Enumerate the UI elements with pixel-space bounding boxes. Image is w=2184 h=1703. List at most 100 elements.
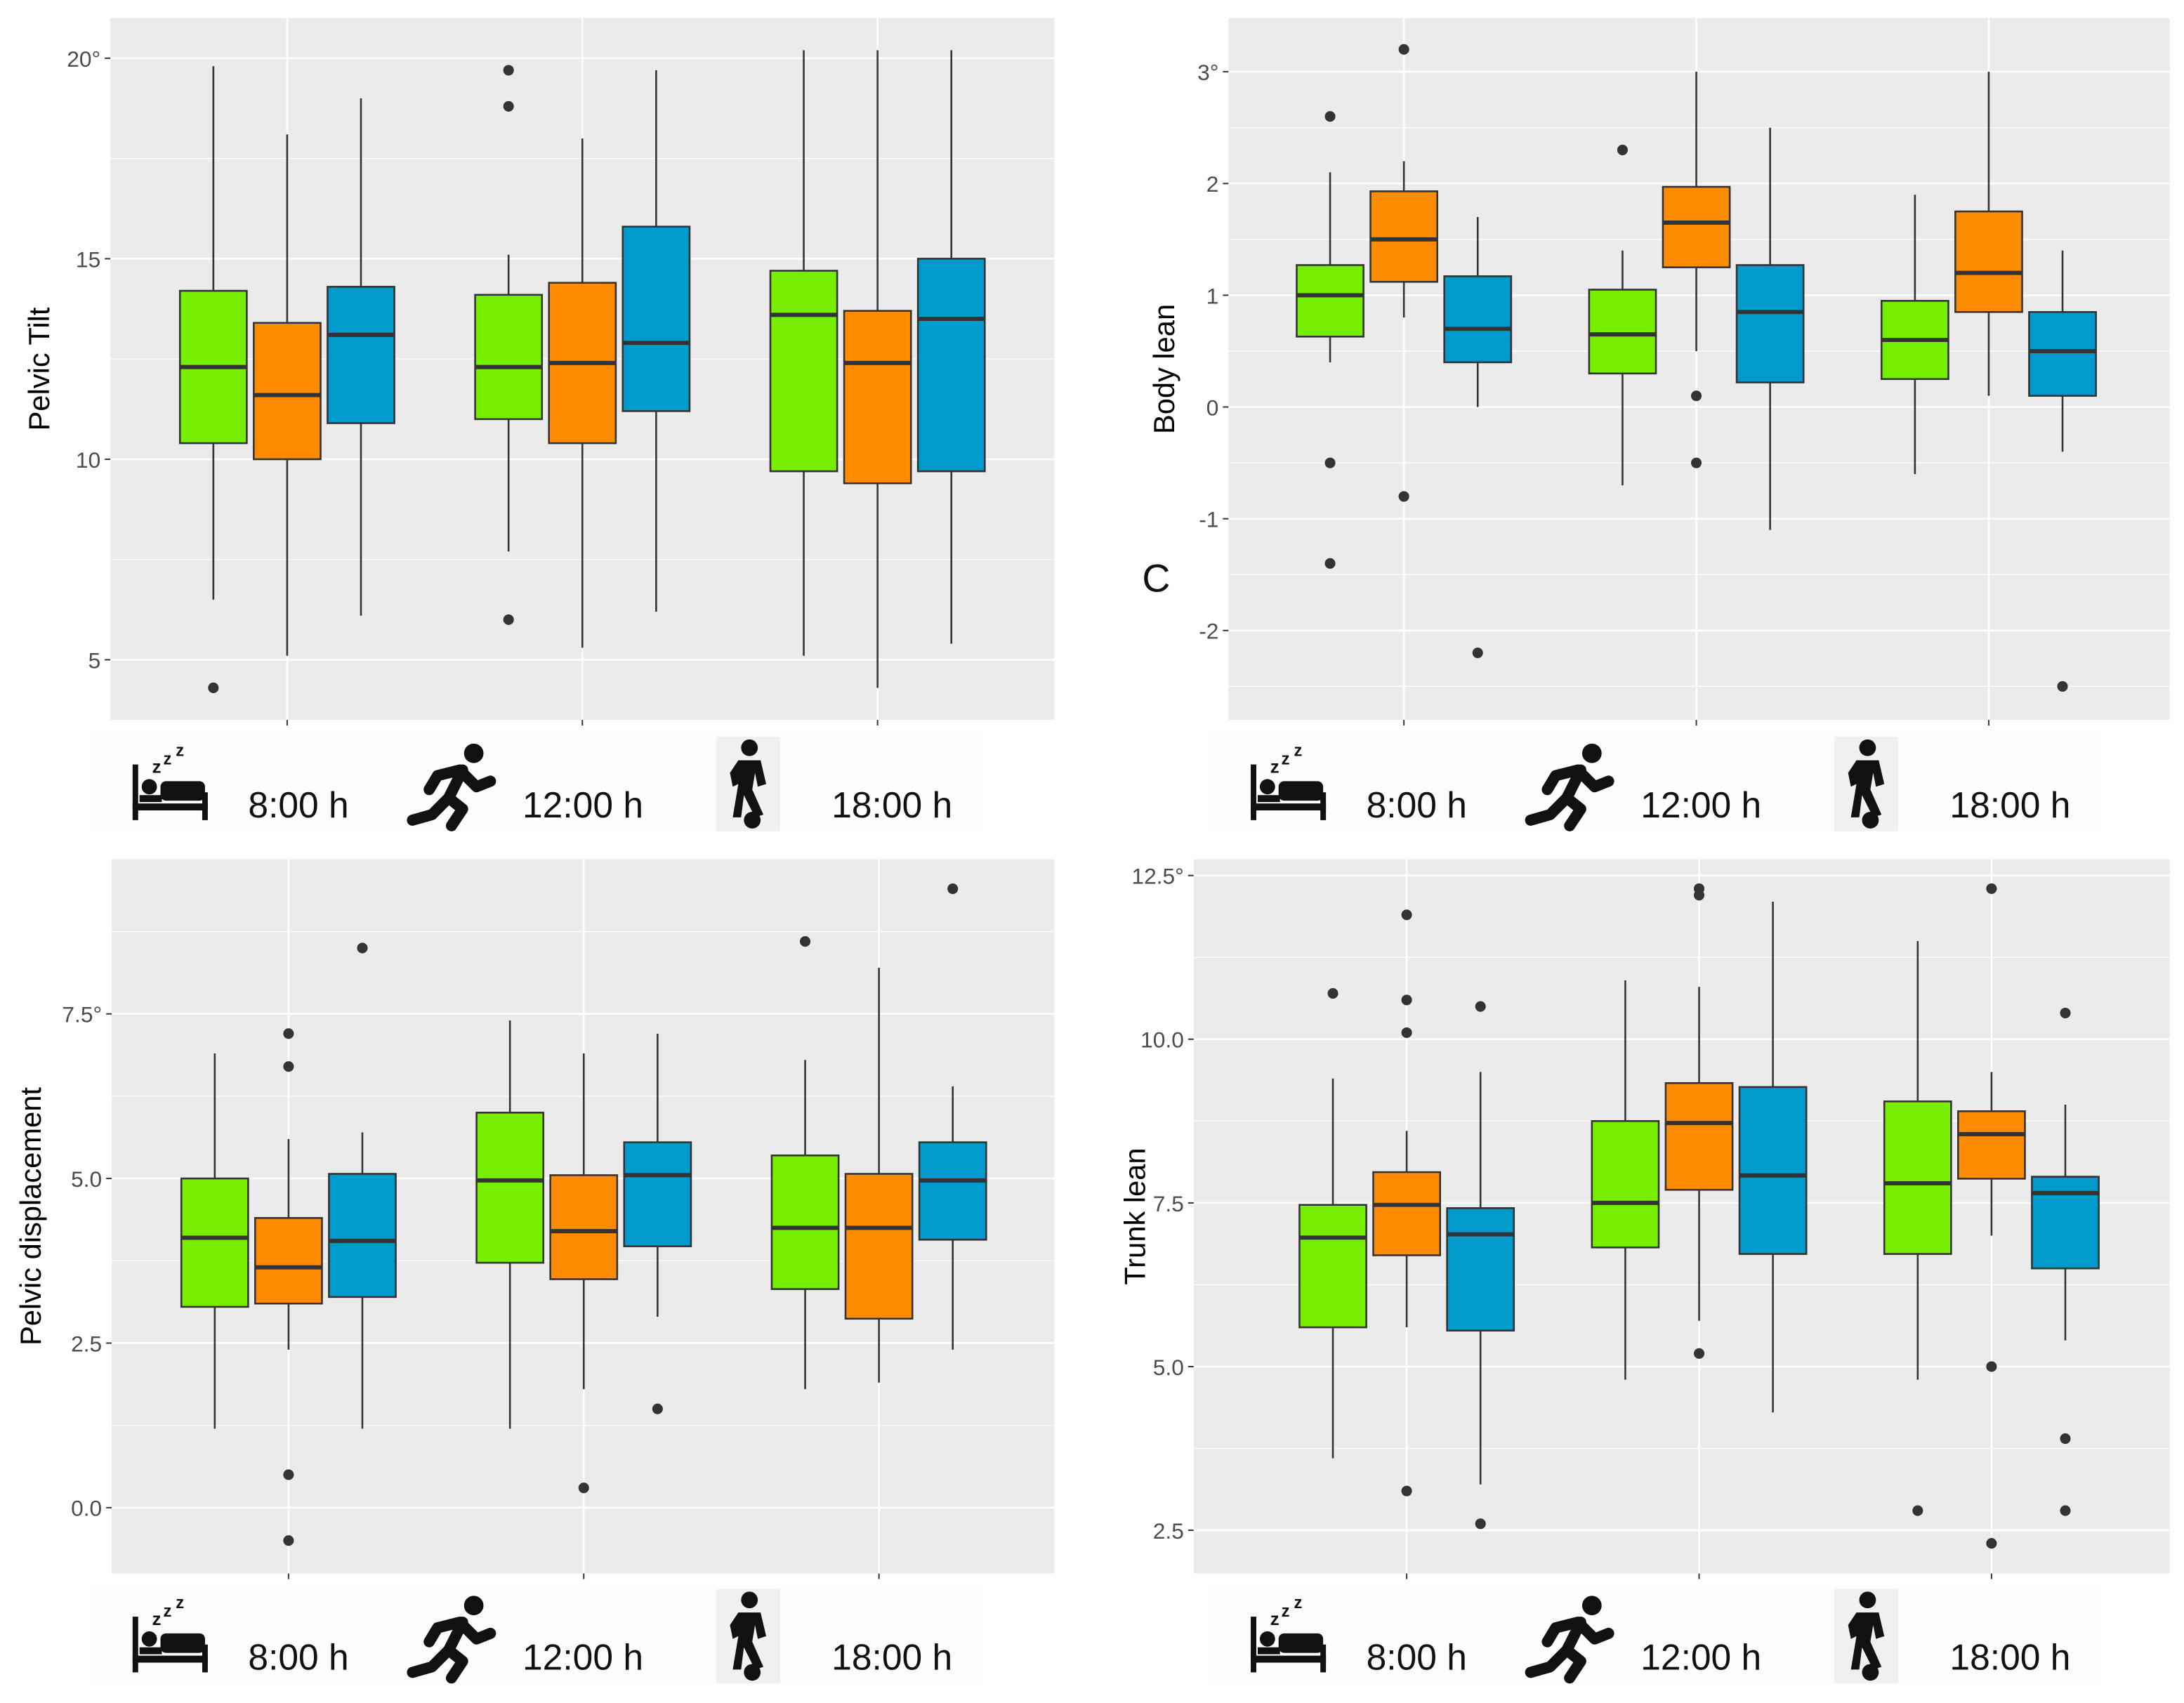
box-iqr [1588,289,1657,375]
box-iqr [1591,1120,1660,1249]
soccer-player-icon [716,1589,780,1684]
outlier-point [1986,883,1997,894]
outlier-point [283,1028,294,1039]
outlier-point [1401,994,1412,1006]
soccer-player-icon [1834,736,1899,831]
box-iqr [1664,1081,1734,1191]
box-blue-2 [1735,127,1805,530]
box-orange-2 [549,1053,619,1494]
box-orange-2 [1662,72,1731,468]
box-iqr [475,1112,545,1264]
outlier-point [1912,1505,1923,1516]
outlier-point [2057,680,2068,692]
box-orange-1 [253,134,322,656]
x-category-label: 8:00 h [248,784,348,825]
x-axis-categories: 8:00 h 12:00 h 18:00 h [1209,730,2100,831]
box-iqr [254,1217,323,1305]
x-category-label: 12:00 h [1640,784,1761,825]
x-category-label: 18:00 h [831,1636,952,1677]
y-tick-label: 2 [1206,171,1219,197]
box-iqr [1738,1086,1808,1255]
box-orange-1 [1372,909,1441,1497]
x-category-label: 8:00 h [248,1636,348,1677]
box-blue-3 [2031,1007,2100,1516]
y-tick-label: 20° [67,46,100,72]
box-iqr [1662,185,1731,268]
box-iqr [549,1174,619,1280]
outlier-point [1398,44,1409,55]
panel-letter: C [1142,557,1170,600]
box-orange-3 [1957,883,2026,1549]
box-orange-3 [844,968,914,1383]
outlier-point [1475,1001,1486,1012]
box-iqr [474,294,544,421]
chart-panel-3: 0.0 2.5 5.0 7.5° Pelvic displacement 8:00 h 12… [14,859,1055,1684]
category-strip [1209,730,2100,831]
box-iqr [1443,275,1513,364]
x-category-label: 12:00 h [522,1636,643,1677]
box-iqr [253,322,322,461]
y-tick-label: 2.5 [71,1331,102,1356]
box-iqr [918,1141,987,1241]
box-iqr [770,1154,840,1290]
box-green-2 [474,65,544,625]
x-category-label: 18:00 h [1949,1636,2070,1677]
outlier-point [1986,1538,1997,1549]
y-axis-title: Pelvic displacement [14,1087,47,1346]
x-axis-categories: 8:00 h 12:00 h 18:00 h [1209,1583,2100,1684]
outlier-point [2060,1007,2071,1019]
y-tick-label: 2.5 [1153,1518,1184,1544]
box-iqr [843,310,912,485]
x-category-label: 8:00 h [1367,784,1467,825]
box-iqr [2028,311,2097,397]
box-iqr [327,286,395,424]
box-orange-1 [1369,44,1439,502]
y-tick-label: 7.5 [1153,1191,1184,1216]
category-strip [1209,1583,2100,1684]
chart-panel-4: 2.5 5.0 7.5 10.0 12.5° Trunk lean 8:00 h 12:00 … [1118,859,2170,1684]
box-green-1 [178,66,248,693]
box-iqr [1954,210,2023,313]
box-iqr [1296,264,1364,338]
box-blue-1 [327,98,395,616]
outlier-point [1398,491,1409,502]
chart-panel-2: -2 -1 0 1 2 3° Body lean 8:00 h 12:00 h 18:00 h [1147,18,2170,831]
x-category-label: 8:00 h [1367,1636,1467,1677]
box-iqr [2031,1176,2100,1270]
box-green-3 [770,936,840,1390]
box-orange-2 [1664,883,1734,1359]
box-orange-3 [843,50,912,688]
box-blue-1 [1443,217,1513,659]
outlier-point [1327,988,1338,999]
x-category-label: 12:00 h [522,784,643,825]
box-blue-1 [1446,1001,1515,1530]
y-tick-label: 12.5° [1131,864,1183,889]
outlier-point [1324,558,1336,569]
outlier-point [1401,1027,1412,1039]
y-tick-label: 15 [76,246,100,272]
outlier-point [652,1403,663,1414]
y-tick-label: 10.0 [1140,1027,1184,1053]
box-iqr [1372,1171,1441,1256]
box-green-2 [1591,980,1660,1380]
outlier-point [800,936,811,947]
outlier-point [1472,647,1483,659]
x-category-label: 18:00 h [831,784,952,825]
y-tick-label: 0.0 [71,1496,102,1521]
box-blue-2 [1738,902,1808,1413]
outlier-point [578,1482,589,1494]
outlier-point [1401,909,1412,921]
category-strip [91,1583,982,1684]
outlier-point [1324,457,1336,468]
outlier-point [283,1535,294,1546]
y-axis-title: Body lean [1147,304,1180,434]
y-tick-label: 5 [88,647,101,673]
outlier-point [283,1469,294,1480]
box-iqr [1446,1207,1515,1332]
outlier-point [1324,111,1336,122]
outlier-point [1693,1348,1705,1359]
box-iqr [623,1141,692,1247]
soccer-player-icon [1834,1589,1899,1684]
x-axis-categories: 8:00 h 12:00 h 18:00 h [91,730,982,831]
